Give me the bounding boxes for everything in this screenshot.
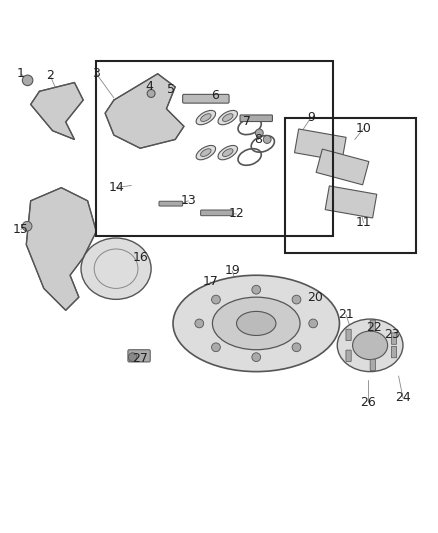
Polygon shape [316,149,369,185]
Polygon shape [31,83,83,140]
Circle shape [263,135,271,143]
Text: 14: 14 [108,181,124,194]
Ellipse shape [196,146,215,160]
Polygon shape [294,129,346,161]
Text: 22: 22 [367,321,382,334]
Ellipse shape [218,110,237,125]
FancyBboxPatch shape [392,333,397,344]
Ellipse shape [196,110,215,125]
Circle shape [255,129,263,137]
Ellipse shape [218,146,237,160]
FancyBboxPatch shape [346,350,351,361]
Text: 21: 21 [338,308,354,321]
Polygon shape [325,186,377,218]
Circle shape [128,353,137,361]
FancyBboxPatch shape [370,359,375,370]
Circle shape [252,285,261,294]
Ellipse shape [223,114,233,122]
Bar [96,61,333,236]
Circle shape [147,90,155,98]
Ellipse shape [201,114,211,122]
Text: 23: 23 [384,328,400,341]
Text: 9: 9 [307,111,315,124]
Ellipse shape [223,149,233,157]
Text: 15: 15 [13,223,29,236]
Text: 24: 24 [395,391,411,405]
Circle shape [309,319,318,328]
FancyBboxPatch shape [392,346,397,358]
Polygon shape [105,74,184,148]
Text: 20: 20 [307,290,323,304]
FancyBboxPatch shape [240,115,272,122]
FancyBboxPatch shape [128,350,150,362]
Circle shape [252,353,261,361]
Text: 5: 5 [167,83,175,95]
Text: 1: 1 [17,67,25,80]
FancyBboxPatch shape [370,320,375,332]
Text: 11: 11 [356,216,371,229]
Circle shape [195,319,204,328]
Text: 8: 8 [254,133,262,146]
Text: 2: 2 [46,69,54,83]
Text: 7: 7 [244,116,251,128]
Bar [285,118,416,253]
Circle shape [22,75,33,86]
Ellipse shape [212,297,300,350]
Text: 26: 26 [360,396,376,409]
Ellipse shape [201,149,211,157]
Circle shape [292,295,301,304]
Circle shape [292,343,301,352]
Text: 16: 16 [132,251,148,264]
Text: 19: 19 [224,264,240,277]
Text: 6: 6 [211,89,219,102]
Ellipse shape [337,319,403,372]
Ellipse shape [353,331,388,360]
Text: 27: 27 [132,352,148,365]
Circle shape [212,343,220,352]
Text: 3: 3 [92,67,100,80]
Text: 4: 4 [145,80,153,93]
FancyBboxPatch shape [183,94,229,103]
Polygon shape [26,188,96,310]
Text: 17: 17 [202,276,218,288]
Ellipse shape [173,275,339,372]
Text: 12: 12 [229,207,244,221]
Ellipse shape [237,311,276,335]
FancyBboxPatch shape [159,201,183,206]
FancyBboxPatch shape [201,210,233,216]
Text: 13: 13 [180,195,196,207]
FancyBboxPatch shape [346,329,351,341]
Text: 10: 10 [356,122,371,135]
Circle shape [212,295,220,304]
Circle shape [22,221,32,231]
Ellipse shape [81,238,151,300]
